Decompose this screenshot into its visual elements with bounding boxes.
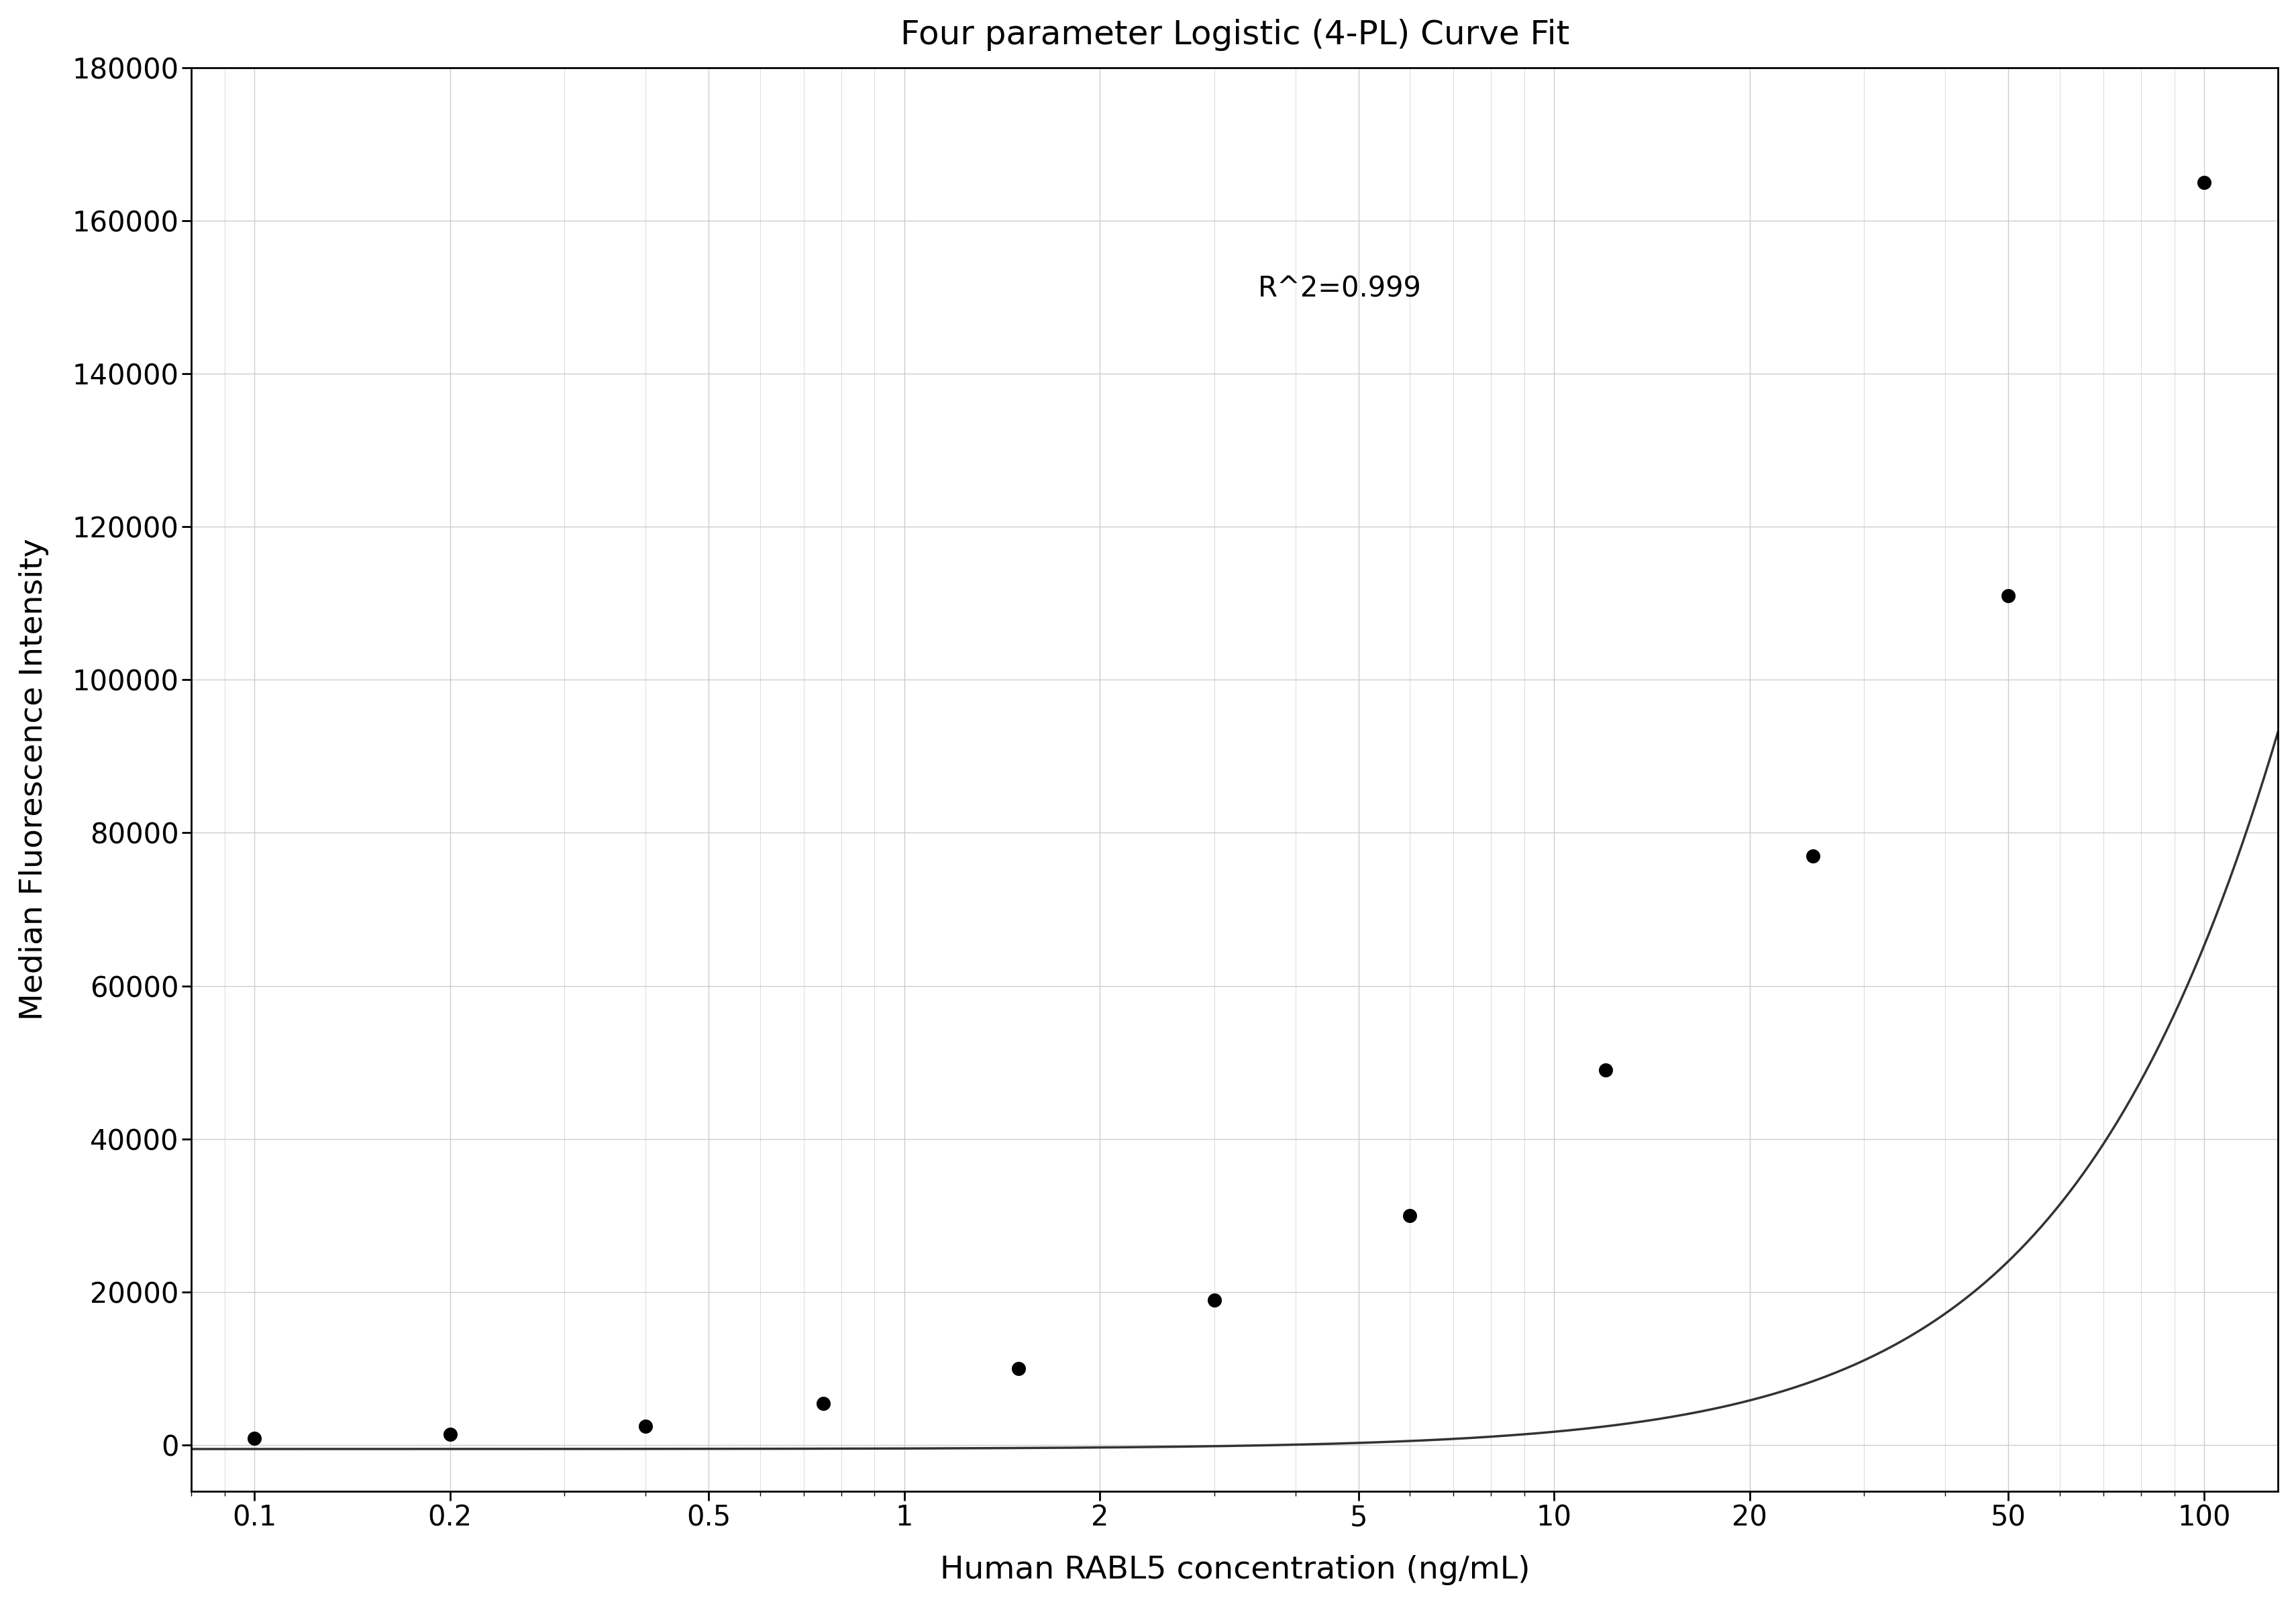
Point <box>1391 1203 1428 1229</box>
Title: Four parameter Logistic (4-PL) Curve Fit: Four parameter Logistic (4-PL) Curve Fit <box>900 19 1568 51</box>
Point <box>1587 1057 1623 1083</box>
Point <box>432 1421 468 1447</box>
Y-axis label: Median Fluorescence Intensity: Median Fluorescence Intensity <box>18 539 48 1020</box>
Point <box>1793 844 1830 869</box>
Point <box>1196 1286 1233 1312</box>
X-axis label: Human RABL5 concentration (ng/mL): Human RABL5 concentration (ng/mL) <box>939 1556 1529 1585</box>
Point <box>627 1413 664 1439</box>
Point <box>2186 170 2223 196</box>
Text: R^2=0.999: R^2=0.999 <box>1258 274 1421 303</box>
Point <box>1001 1355 1038 1381</box>
Point <box>1988 582 2025 608</box>
Point <box>236 1426 273 1452</box>
Point <box>804 1391 840 1416</box>
